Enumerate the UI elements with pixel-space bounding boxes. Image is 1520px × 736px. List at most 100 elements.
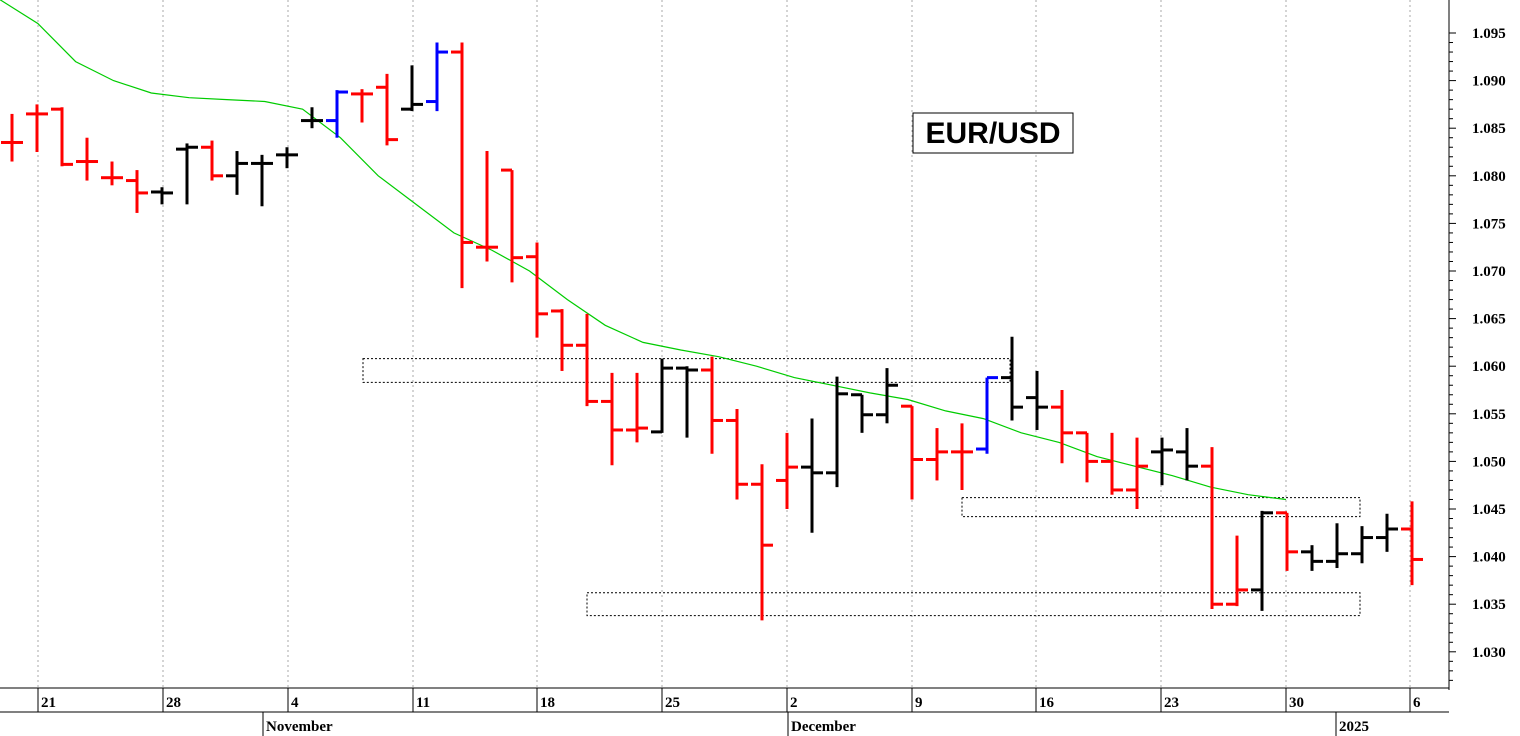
zone-rect [961,497,1361,518]
x-tick-label: 30 [1289,695,1304,711]
ohlc-bar [801,418,823,533]
y-tick-label: 1.095 [1472,26,1506,42]
ohlc-bar [776,432,798,509]
x-tick-label: 2 [790,695,798,711]
ohlc-bar [1251,510,1273,611]
ohlc-bar [876,368,898,424]
ohlc-bar [951,423,973,490]
ohlc-bar [1401,501,1423,586]
ohlc-bar [1176,428,1198,481]
moving-average-line [0,0,1287,501]
ohlc-bar [376,73,398,146]
ohlc-bar [1301,545,1323,571]
ohlc-bar [1376,513,1398,552]
x-tick-label: 25 [665,695,680,711]
ohlc-bar [76,137,98,181]
ohlc-bars [1,42,1423,621]
y-tick-label: 1.035 [1472,597,1506,613]
x-tick-label: 16 [1039,695,1055,711]
zones [362,358,1361,617]
ohlc-bar [1076,431,1098,483]
ohlc-bar [601,372,623,466]
x-tick-label: 6 [1413,695,1421,711]
y-tick-label: 1.040 [1472,550,1506,566]
ohlc-bar [676,366,698,438]
ohlc-bar [126,170,148,213]
ohlc-bar [201,140,223,181]
ohlc-bar [1351,526,1373,564]
y-tick-label: 1.055 [1472,407,1506,423]
ohlc-bar [551,309,573,371]
zone-rect [586,592,1361,617]
ohlc-bar [426,42,448,112]
y-tick-label: 1.060 [1472,359,1506,375]
ohlc-bar [1126,437,1148,509]
ohlc-bar [176,143,198,205]
ohlc-bar [326,90,348,138]
ohlc-bar [51,107,73,167]
ohlc-bar [476,151,498,262]
ohlc-bar [751,464,773,621]
ohlc-bar [901,404,923,500]
y-tick-label: 1.030 [1472,645,1506,661]
y-tick-label: 1.050 [1472,454,1506,470]
zone-rect [362,358,1011,383]
x-tick-label: 18 [540,695,555,711]
chart-title: EUR/USD [925,117,1060,150]
chart-title-box [912,112,1074,154]
ohlc-bar [1051,390,1073,464]
x-axis-ticks: 21 28 4 11 18 25 2 9 16 23 30 6 November December 2025 [37,688,1421,736]
y-axis-ticks: 1.095 1.090 1.085 1.080 1.075 1.070 1.065 1.060… [1449,26,1506,681]
ohlc-bar [251,154,273,207]
ohlc-bar [1026,370,1048,430]
ohlc-bar [526,242,548,338]
y-tick-label: 1.070 [1472,264,1506,280]
ohlc-bar [401,65,423,112]
ohlc-bar [1326,523,1348,569]
ohlc-bar [1001,336,1023,421]
y-tick-label: 1.045 [1472,502,1506,518]
ohlc-bar [1,113,23,162]
y-tick-label: 1.080 [1472,169,1506,185]
ohlc-bar [726,409,748,500]
ohlc-bar [451,42,473,289]
ohlc-bar [926,428,948,481]
y-tick-label: 1.085 [1472,121,1506,137]
grid-lines [37,0,1411,688]
ohlc-bar [976,376,998,454]
axes [0,0,1450,713]
ohlc-bar [276,147,298,169]
y-tick-label: 1.065 [1472,312,1506,328]
ohlc-bar [226,151,248,195]
month-label: November [266,719,333,735]
moving-average-layer [0,0,1287,501]
x-tick-label: 11 [416,695,430,711]
ohlc-bar [1276,511,1298,571]
ohlc-bar [151,187,173,205]
y-tick-label: 1.090 [1472,74,1506,90]
x-tick-label: 9 [915,695,923,711]
ohlc-bar [576,313,598,407]
x-tick-label: 28 [166,695,181,711]
x-tick-label: 21 [41,695,56,711]
y-tick-label: 1.075 [1472,216,1506,232]
ohlc-bar [626,372,648,443]
ohlc-bar [701,356,723,454]
chart-title-group: EUR/USD [912,112,1074,154]
ohlc-bar [651,358,673,434]
x-tick-label: 4 [291,695,299,711]
ohlc-bar [1151,437,1173,486]
ohlc-bar [101,161,123,186]
ohlc-bar [351,89,373,123]
x-tick-label: 23 [1164,695,1179,711]
ohlc-bar [1101,432,1123,495]
month-label: 2025 [1339,719,1369,735]
ohlc-bar [1201,447,1223,609]
ohlc-bar [851,393,873,433]
ohlc-bar [301,107,323,129]
ohlc-bar [1226,535,1248,607]
ohlc-bar [826,376,848,488]
month-label: December [791,719,856,735]
